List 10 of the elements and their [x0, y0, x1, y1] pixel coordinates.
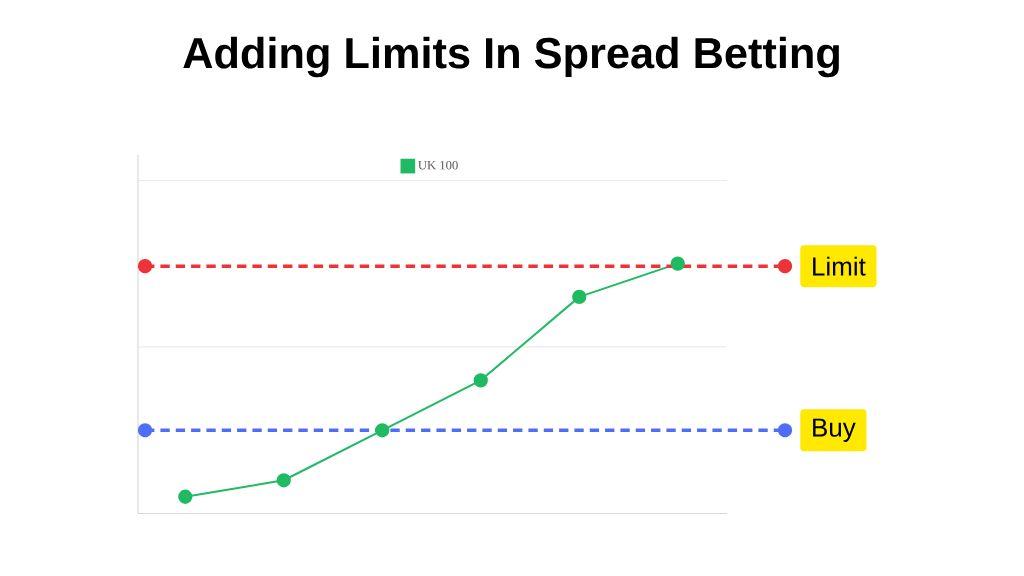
- point: [572, 289, 587, 305]
- legend-label: UK 100: [418, 160, 458, 170]
- ref-line-label: Buy: [813, 418, 856, 442]
- point: [178, 489, 193, 504]
- chart-title: Adding Limits In Spread Betting: [183, 36, 839, 78]
- point: [375, 423, 390, 438]
- point: [670, 256, 685, 271]
- ref-line-label: Limit: [813, 256, 866, 276]
- point: [473, 373, 488, 388]
- point: [276, 473, 291, 488]
